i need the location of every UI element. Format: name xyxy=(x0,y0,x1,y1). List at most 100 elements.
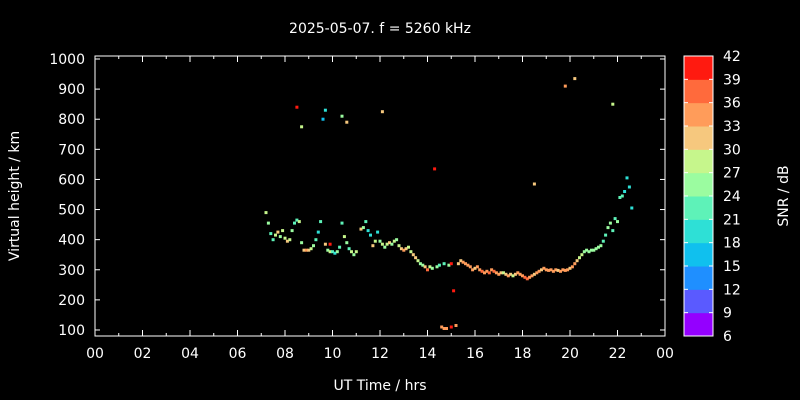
y-tick-label: 200 xyxy=(58,293,85,309)
data-point xyxy=(276,230,280,234)
data-point xyxy=(547,268,551,272)
data-point xyxy=(342,235,346,239)
data-point xyxy=(485,269,489,273)
data-point xyxy=(502,271,505,275)
data-point xyxy=(435,265,439,269)
data-point xyxy=(518,272,522,276)
data-point xyxy=(300,125,304,129)
data-point xyxy=(264,211,268,215)
x-tick-label: 20 xyxy=(561,346,579,362)
colorbar-tick-label: 15 xyxy=(723,259,741,275)
data-point xyxy=(570,265,574,269)
colorbar-tick-label: 18 xyxy=(723,236,741,252)
data-point xyxy=(423,265,427,269)
data-point xyxy=(511,274,515,278)
data-point xyxy=(561,268,565,272)
data-point xyxy=(345,120,349,124)
data-point xyxy=(392,239,396,243)
x-axis-label: UT Time / hrs xyxy=(333,378,426,394)
data-point xyxy=(328,250,332,254)
data-point xyxy=(402,248,406,252)
y-tick-label: 400 xyxy=(58,233,85,249)
data-point xyxy=(369,233,372,237)
data-point xyxy=(620,194,624,198)
data-point xyxy=(269,232,273,236)
x-tick-label: 00 xyxy=(86,346,104,362)
colorbar-segment xyxy=(684,196,713,220)
data-point xyxy=(340,221,344,225)
data-point xyxy=(530,274,534,278)
data-point xyxy=(475,265,479,269)
colorbar-segment xyxy=(684,266,713,290)
data-point xyxy=(371,244,375,248)
data-point xyxy=(464,262,467,266)
data-point xyxy=(428,265,432,269)
colorbar-segment xyxy=(684,289,713,314)
data-point xyxy=(573,262,577,266)
data-point xyxy=(445,327,448,330)
data-point xyxy=(295,105,299,109)
data-point xyxy=(442,262,446,266)
data-point xyxy=(378,239,382,243)
data-point xyxy=(618,196,622,199)
colorbar-label: SNR / dB xyxy=(776,165,792,226)
data-point xyxy=(380,242,384,246)
data-point xyxy=(449,262,453,266)
colorbar-segment xyxy=(684,79,713,104)
data-point xyxy=(582,250,586,254)
data-point xyxy=(471,268,475,272)
data-point xyxy=(307,248,311,252)
data-point xyxy=(340,114,344,118)
data-point xyxy=(613,217,617,221)
data-point xyxy=(568,266,572,270)
y-tick-label: 900 xyxy=(58,82,85,98)
x-axis: 00 02 04 06 08 10 12 14 16 18 20 22 00 xyxy=(86,56,674,362)
data-point xyxy=(347,247,351,251)
data-point xyxy=(492,269,496,273)
data-point xyxy=(366,229,370,233)
colorbar-segment xyxy=(684,242,713,267)
data-point xyxy=(525,277,529,281)
data-point xyxy=(563,268,567,272)
data-point xyxy=(594,247,598,251)
data-point xyxy=(551,269,555,273)
colorbar-tick-label: 42 xyxy=(723,49,741,65)
colorbar-segment xyxy=(684,102,713,127)
colorbar-tick-label: 33 xyxy=(723,119,741,135)
data-point xyxy=(399,247,403,251)
data-point xyxy=(364,220,368,224)
data-point xyxy=(516,271,520,275)
y-tick-label: 300 xyxy=(58,263,85,279)
data-point xyxy=(580,253,584,257)
data-point xyxy=(611,102,615,106)
data-point xyxy=(566,268,570,272)
data-point xyxy=(433,167,437,171)
colorbar-tick-label: 27 xyxy=(723,166,741,182)
data-point xyxy=(274,233,277,237)
data-point xyxy=(611,229,615,233)
data-point xyxy=(421,263,425,267)
data-point xyxy=(585,248,589,252)
data-point xyxy=(461,260,465,264)
data-point xyxy=(390,242,394,246)
data-point xyxy=(559,269,562,273)
data-point xyxy=(319,220,323,224)
colorbar-tick-label: 12 xyxy=(723,282,741,298)
data-point xyxy=(376,230,380,234)
data-point xyxy=(466,263,470,267)
colorbar-segment xyxy=(684,56,713,80)
data-point xyxy=(592,248,596,252)
data-point xyxy=(312,244,315,248)
y-axis-label: Virtual height / km xyxy=(7,131,23,261)
data-point xyxy=(407,245,410,249)
data-point xyxy=(578,256,581,260)
data-point xyxy=(630,206,634,210)
data-point xyxy=(418,262,422,266)
data-point xyxy=(623,190,627,193)
data-point xyxy=(468,265,472,269)
data-point xyxy=(480,269,484,273)
data-point xyxy=(608,221,612,225)
data-point xyxy=(380,110,384,114)
data-point xyxy=(314,238,318,242)
